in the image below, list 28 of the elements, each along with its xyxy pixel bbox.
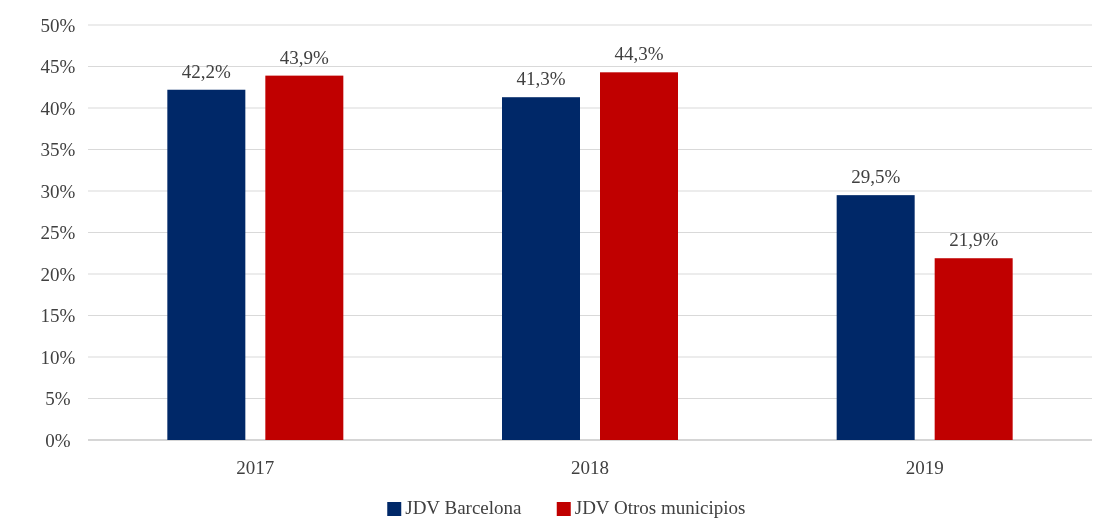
y-tick-label: 30% (40, 180, 76, 202)
x-tick-label: 2017 (236, 457, 275, 478)
x-tick-label: 2019 (905, 457, 944, 478)
y-tick-label: 10% (40, 346, 76, 368)
bar (265, 75, 344, 440)
bar (836, 195, 915, 440)
y-tick-label: 40% (40, 97, 76, 119)
y-tick-label: 45% (40, 56, 76, 78)
data-label: 43,9% (279, 46, 330, 68)
legend-label: JDV Otros municipios (574, 497, 746, 518)
bar (502, 97, 580, 440)
y-tick-label: 0% (45, 429, 71, 451)
y-tick-label: 15% (40, 305, 76, 327)
y-tick-label: 25% (40, 222, 76, 244)
y-tick-label: 5% (45, 388, 71, 410)
y-tick-label: 20% (40, 263, 76, 285)
x-tick-label: 2018 (571, 457, 609, 478)
y-tick-label: 50% (40, 14, 76, 36)
data-label: 41,3% (516, 68, 566, 90)
bar (934, 258, 1013, 440)
bar (600, 72, 678, 440)
data-label: 44,3% (614, 43, 664, 65)
data-label: 42,2% (181, 60, 232, 82)
legend-label: JDV Barcelona (405, 497, 523, 518)
bar (167, 89, 246, 440)
data-label: 21,9% (949, 229, 999, 251)
y-tick-label: 35% (40, 139, 76, 161)
data-label: 29,5% (851, 166, 901, 188)
